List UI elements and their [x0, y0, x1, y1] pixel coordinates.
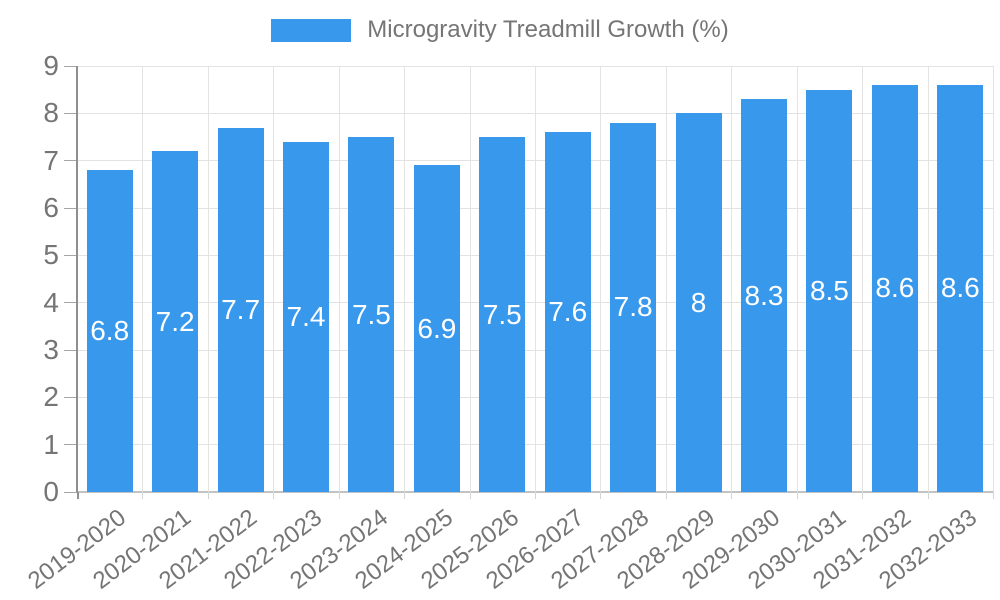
bar-value-label: 7.5 — [351, 298, 391, 330]
x-axis-tick — [665, 492, 667, 499]
y-axis-tick — [64, 254, 77, 256]
y-axis-tick — [64, 444, 77, 446]
y-axis-tick — [64, 302, 77, 304]
x-gridline — [600, 66, 602, 492]
bar-value-label: 7.8 — [613, 291, 653, 323]
bar[interactable]: 7.7 — [217, 127, 264, 492]
x-axis-tick — [796, 492, 798, 499]
bar[interactable]: 7.4 — [283, 141, 329, 492]
x-gridline — [142, 66, 144, 492]
y-axis-tick-label: 7 — [43, 144, 59, 176]
x-axis-tick — [273, 492, 275, 499]
bar-value-label: 8.6 — [875, 272, 915, 304]
y-axis-tick-label: 3 — [43, 334, 59, 365]
y-axis-tick — [64, 396, 77, 398]
x-axis-tick — [862, 492, 864, 499]
legend-swatch — [271, 18, 352, 42]
x-axis-tick — [600, 492, 602, 499]
y-axis-tick — [64, 160, 77, 162]
y-axis-tick — [64, 65, 77, 67]
bar-value-label: 8.3 — [744, 279, 784, 311]
x-gridline — [993, 66, 994, 492]
y-axis-line — [76, 66, 78, 492]
x-axis-tick — [338, 492, 340, 499]
x-axis-tick — [77, 492, 79, 499]
bar-value-label: 8.5 — [809, 274, 849, 306]
bar-value-label: 7.4 — [286, 300, 326, 332]
x-axis-tick — [469, 492, 471, 499]
bar[interactable]: 8 — [675, 113, 722, 492]
bar[interactable]: 6.8 — [86, 170, 133, 492]
bar-value-label: 7.5 — [482, 298, 522, 330]
x-axis-tick — [927, 492, 929, 499]
y-axis-tick-label: 9 — [43, 50, 59, 81]
bar-value-label: 8 — [690, 286, 707, 318]
bar[interactable]: 7.5 — [348, 137, 395, 492]
bar-value-label: 7.2 — [155, 305, 195, 337]
x-gridline — [338, 66, 340, 492]
x-gridline — [796, 66, 798, 492]
x-axis-tick — [207, 492, 209, 499]
bar[interactable]: 8.6 — [937, 84, 984, 492]
bar[interactable]: 6.9 — [413, 165, 460, 492]
bar-value-label: 7.7 — [221, 293, 261, 325]
x-axis-tick — [535, 492, 536, 499]
x-axis-tick — [993, 492, 994, 499]
y-axis-tick-label: 1 — [43, 428, 59, 460]
bar[interactable]: 7.5 — [479, 137, 526, 492]
bar-value-label: 7.6 — [548, 296, 588, 328]
bar-value-label: 6.8 — [90, 315, 130, 347]
bar[interactable]: 7.2 — [152, 151, 199, 492]
x-gridline — [731, 66, 733, 492]
y-axis-tick-label: 0 — [43, 476, 59, 507]
y-axis-tick — [64, 491, 77, 493]
y-axis-tick — [64, 349, 77, 351]
bar[interactable]: 8.3 — [741, 99, 787, 492]
x-axis-tick — [731, 492, 733, 499]
x-gridline — [665, 66, 667, 492]
x-gridline — [535, 66, 536, 492]
y-axis-tick-label: 4 — [43, 286, 59, 318]
x-gridline — [469, 66, 471, 492]
bar[interactable]: 7.8 — [610, 122, 657, 492]
x-gridline — [862, 66, 864, 492]
legend-item[interactable]: Microgravity Treadmill Growth (%) — [0, 16, 1000, 44]
bar[interactable]: 8.5 — [806, 89, 853, 492]
bar-value-label: 8.6 — [940, 272, 980, 304]
x-axis-tick — [142, 492, 144, 499]
bar-value-label: 6.9 — [417, 312, 457, 344]
bar[interactable]: 8.6 — [871, 84, 918, 492]
legend-label: Microgravity Treadmill Growth (%) — [367, 16, 729, 43]
y-axis-tick — [64, 112, 77, 114]
x-gridline — [207, 66, 209, 492]
y-axis-tick-label: 5 — [43, 239, 59, 271]
bar[interactable]: 7.6 — [544, 132, 591, 492]
x-gridline — [404, 66, 406, 492]
y-axis-tick-label: 6 — [43, 192, 59, 223]
y-axis-tick — [64, 207, 77, 209]
y-axis-tick-label: 8 — [43, 97, 59, 129]
x-axis-tick — [404, 492, 406, 499]
y-axis-tick-label: 2 — [43, 381, 59, 413]
x-gridline — [273, 66, 275, 492]
x-gridline — [927, 66, 929, 492]
